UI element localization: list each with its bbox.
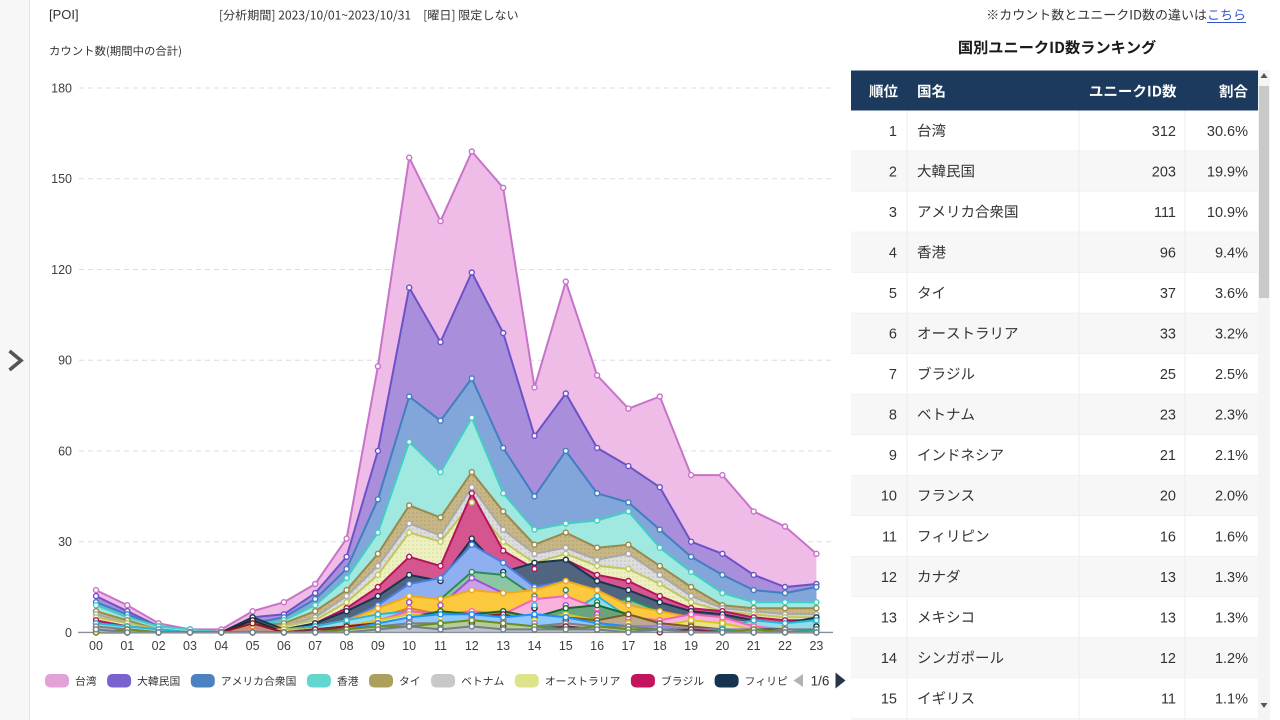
svg-text:17: 17 [621, 639, 635, 653]
svg-text:25: 25 [1160, 367, 1176, 383]
svg-text:05: 05 [246, 639, 260, 653]
svg-text:7: 7 [889, 367, 897, 383]
svg-text:2.1%: 2.1% [1215, 448, 1248, 464]
svg-text:3.2%: 3.2% [1215, 327, 1248, 343]
svg-text:120: 120 [51, 263, 72, 277]
svg-text:01: 01 [120, 639, 134, 653]
svg-text:21: 21 [1160, 448, 1176, 464]
svg-text:180: 180 [51, 82, 72, 96]
svg-text:23: 23 [1160, 408, 1176, 424]
svg-text:[POI]: [POI] [49, 7, 79, 22]
svg-text:07: 07 [308, 639, 322, 653]
svg-text:20: 20 [715, 639, 729, 653]
svg-text:1: 1 [889, 124, 897, 140]
svg-text:13: 13 [881, 610, 897, 626]
svg-text:11: 11 [882, 529, 897, 545]
svg-text:23: 23 [809, 639, 823, 653]
svg-text:11: 11 [434, 639, 447, 653]
svg-text:2: 2 [889, 164, 897, 180]
svg-text:30.6%: 30.6% [1207, 124, 1248, 140]
svg-text:04: 04 [214, 639, 228, 653]
svg-text:11: 11 [1161, 692, 1176, 708]
svg-text:19: 19 [684, 639, 698, 653]
svg-text:16: 16 [590, 639, 604, 653]
svg-text:22: 22 [778, 639, 792, 653]
svg-text:21: 21 [747, 639, 761, 653]
svg-text:12: 12 [1160, 651, 1176, 667]
svg-text:06: 06 [277, 639, 291, 653]
svg-text:6: 6 [889, 327, 897, 343]
svg-text:4: 4 [889, 245, 897, 261]
svg-text:9.4%: 9.4% [1215, 245, 1248, 261]
svg-text:1.3%: 1.3% [1215, 610, 1248, 626]
svg-text:0: 0 [65, 626, 72, 640]
svg-text:12: 12 [881, 570, 897, 586]
svg-text:150: 150 [51, 172, 72, 186]
svg-text:1/6: 1/6 [811, 674, 830, 689]
svg-text:18: 18 [653, 639, 667, 653]
svg-text:10.9%: 10.9% [1207, 205, 1248, 221]
svg-text:3: 3 [889, 205, 897, 221]
svg-text:10: 10 [881, 489, 897, 505]
svg-text:00: 00 [89, 639, 103, 653]
svg-text:08: 08 [340, 639, 354, 653]
svg-text:12: 12 [465, 639, 479, 653]
svg-text:2.5%: 2.5% [1215, 367, 1248, 383]
svg-text:02: 02 [152, 639, 166, 653]
svg-text:14: 14 [881, 651, 897, 667]
svg-text:312: 312 [1152, 124, 1176, 140]
svg-text:1.3%: 1.3% [1215, 570, 1248, 586]
svg-text:30: 30 [58, 535, 72, 549]
svg-text:60: 60 [58, 444, 72, 458]
svg-text:09: 09 [371, 639, 385, 653]
svg-text:90: 90 [58, 354, 72, 368]
svg-text:19.9%: 19.9% [1207, 164, 1248, 180]
svg-text:03: 03 [183, 639, 197, 653]
svg-text:3.6%: 3.6% [1215, 286, 1248, 302]
svg-text:15: 15 [881, 692, 897, 708]
svg-text:5: 5 [889, 286, 897, 302]
svg-text:9: 9 [889, 448, 897, 464]
svg-text:13: 13 [1160, 610, 1176, 626]
svg-text:2.0%: 2.0% [1215, 489, 1248, 505]
svg-text:2.3%: 2.3% [1215, 408, 1248, 424]
svg-text:20: 20 [1160, 489, 1176, 505]
svg-text:96: 96 [1160, 245, 1176, 261]
svg-text:37: 37 [1160, 286, 1176, 302]
svg-text:1.6%: 1.6% [1215, 529, 1248, 545]
svg-text:8: 8 [889, 408, 897, 424]
svg-text:14: 14 [528, 639, 542, 653]
svg-text:1.2%: 1.2% [1215, 651, 1248, 667]
svg-text:13: 13 [496, 639, 510, 653]
svg-text:33: 33 [1160, 327, 1176, 343]
svg-text:10: 10 [402, 639, 416, 653]
svg-text:1.1%: 1.1% [1215, 692, 1248, 708]
svg-text:203: 203 [1152, 164, 1176, 180]
svg-text:13: 13 [1160, 570, 1176, 586]
svg-text:15: 15 [559, 639, 573, 653]
svg-text:16: 16 [1160, 529, 1176, 545]
svg-text:111: 111 [1154, 205, 1176, 221]
